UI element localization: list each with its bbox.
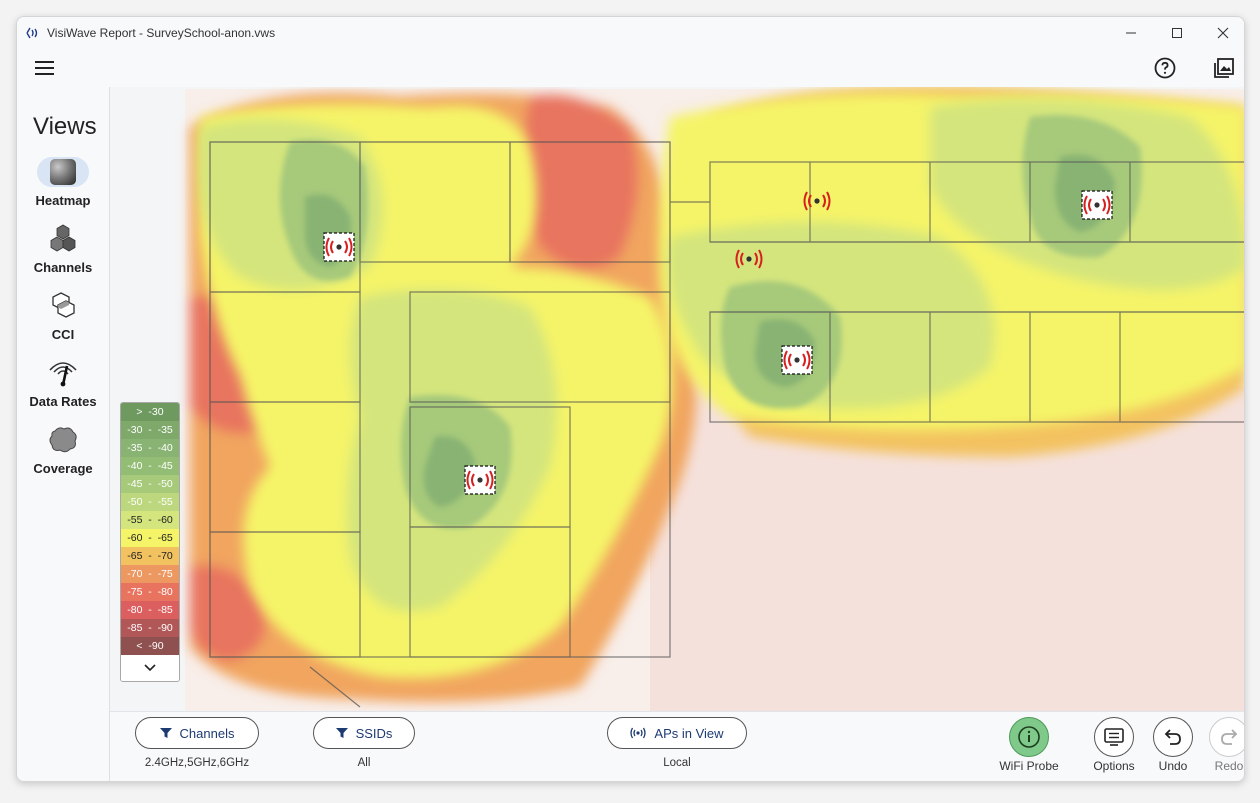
undo-icon: [1164, 729, 1181, 745]
channels-filter-label: Channels: [179, 725, 235, 741]
ap-marker-icon[interactable]: [735, 249, 763, 269]
wireless-icon: [630, 727, 647, 739]
access-point-markers[interactable]: [323, 190, 1113, 495]
channels-icon: [37, 224, 89, 254]
legend-row: -70 - -75: [121, 565, 179, 583]
nav-item-coverage[interactable]: Coverage: [17, 425, 109, 476]
undo-label: Undo: [1158, 759, 1188, 773]
filter-icon: [159, 728, 172, 738]
legend-row: < -90: [121, 637, 179, 655]
nav-item-heatmap[interactable]: Heatmap: [17, 157, 109, 208]
legend-row: -85 - -90: [121, 619, 179, 637]
channels-filter-value: 2.4GHz,5GHz,6GHz: [144, 757, 250, 769]
legend-row: -45 - -50: [121, 475, 179, 493]
legend-row: -55 - -60: [121, 511, 179, 529]
nav-label-channels: Channels: [33, 260, 93, 275]
nav-item-channels[interactable]: Channels: [17, 224, 109, 275]
views-sidebar: Views Heatmap Channels: [17, 87, 110, 781]
ap-marker-icon[interactable]: [1081, 190, 1113, 220]
legend-row: -50 - -55: [121, 493, 179, 511]
title-bar: VisiWave Report - SurveySchool-anon.vws: [17, 17, 1244, 49]
app-window: VisiWave Report - SurveySchool-anon.vws …: [16, 16, 1245, 782]
legend-row: -30 - -35: [121, 421, 179, 439]
menu-icon[interactable]: [35, 61, 55, 75]
heatmap-icon: [37, 157, 89, 187]
aps-in-view-button[interactable]: APs in View: [607, 717, 747, 749]
legend-row: -65 - -70: [121, 547, 179, 565]
options-icon: [1104, 728, 1124, 746]
top-toolbar: [17, 49, 1244, 87]
aps-in-view-value: Local: [663, 757, 691, 769]
nav-label-data-rates: Data Rates: [29, 394, 97, 409]
options-label: Options: [1093, 759, 1135, 773]
nav-label-cci: CCI: [51, 327, 75, 342]
ap-marker-icon[interactable]: [464, 465, 496, 495]
aps-in-view-label: APs in View: [654, 725, 724, 741]
nav-label-coverage: Coverage: [33, 461, 93, 476]
chevron-down-icon: [144, 664, 156, 672]
coverage-icon: [37, 425, 89, 455]
undo-button[interactable]: [1153, 717, 1193, 757]
cci-icon: [37, 291, 89, 321]
wifi-probe-label: WiFi Probe: [999, 759, 1059, 773]
close-button[interactable]: [1200, 17, 1244, 49]
views-title: Views: [33, 113, 97, 140]
maximize-button[interactable]: [1154, 17, 1200, 49]
window-title: VisiWave Report - SurveySchool-anon.vws: [47, 26, 276, 40]
options-button[interactable]: [1094, 717, 1134, 757]
nav-item-data-rates[interactable]: Data Rates: [17, 358, 109, 409]
legend-collapse-button[interactable]: [121, 655, 179, 681]
legend-row: -40 - -45: [121, 457, 179, 475]
image-export-icon[interactable]: [1212, 56, 1236, 80]
heatmap-floorplan[interactable]: [110, 87, 1245, 711]
legend-row: -60 - -65: [121, 529, 179, 547]
ap-marker-icon[interactable]: [781, 345, 813, 375]
nav-item-cci[interactable]: CCI: [17, 291, 109, 342]
legend-row: -35 - -40: [121, 439, 179, 457]
wifi-probe-button[interactable]: [1009, 717, 1049, 757]
help-icon[interactable]: [1153, 56, 1177, 80]
info-icon: [1018, 726, 1040, 748]
channels-filter-button[interactable]: Channels: [135, 717, 259, 749]
data-rates-icon: [37, 358, 89, 388]
redo-label: Redo: [1214, 759, 1244, 773]
legend-row: > -30: [121, 403, 179, 421]
ap-marker-icon[interactable]: [323, 232, 355, 262]
filter-icon: [335, 728, 348, 738]
legend-row: -80 - -85: [121, 601, 179, 619]
ssids-filter-label: SSIDs: [355, 725, 393, 741]
signal-legend: > -30 -30 - -35 -35 - -40 -40 - -45 -45 - -5…: [120, 402, 180, 682]
ap-marker-icon[interactable]: [803, 191, 831, 211]
redo-icon: [1221, 729, 1238, 745]
heatmap-canvas[interactable]: [110, 87, 1245, 711]
visiwave-logo-icon: [25, 26, 43, 40]
ssids-filter-button[interactable]: SSIDs: [313, 717, 415, 749]
redo-button[interactable]: [1209, 717, 1244, 757]
legend-row: -75 - -80: [121, 583, 179, 601]
nav-label-heatmap: Heatmap: [35, 193, 91, 208]
ssids-filter-value: All: [357, 757, 371, 769]
minimize-button[interactable]: [1108, 17, 1154, 49]
bottom-bar: Channels 2.4GHz,5GHz,6GHz SSIDs All APs …: [110, 711, 1244, 781]
